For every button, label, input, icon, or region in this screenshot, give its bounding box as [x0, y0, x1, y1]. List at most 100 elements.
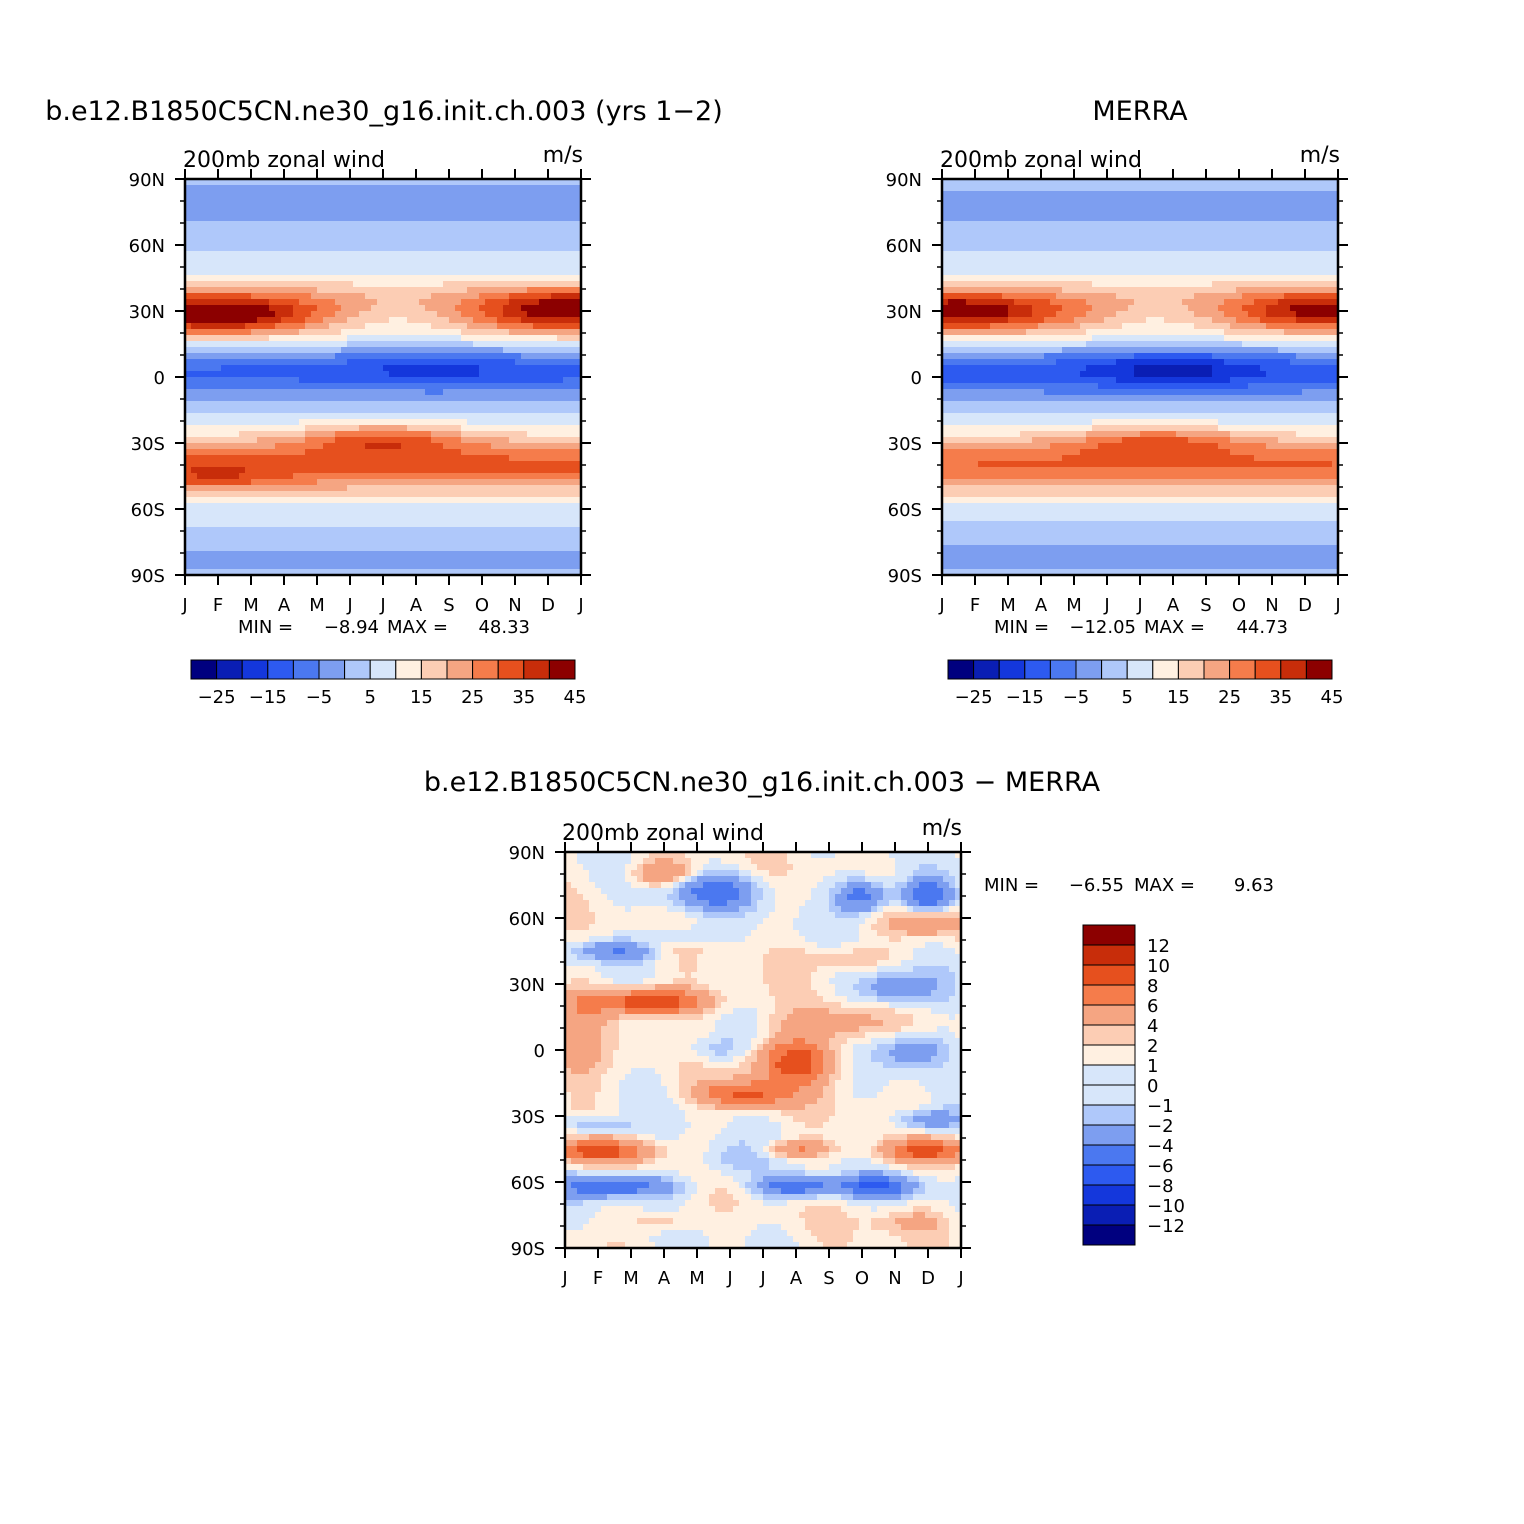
contour-cell: [515, 209, 522, 216]
contour-cell: [269, 329, 276, 336]
contour-cell: [539, 257, 546, 264]
contour-cell: [317, 251, 324, 258]
contour-cell: [479, 179, 486, 186]
contour-cell: [467, 281, 474, 288]
contour-cell: [293, 545, 300, 552]
contour-cell: [1068, 209, 1075, 216]
contour-cell: [191, 473, 198, 480]
contour-cell: [485, 257, 492, 264]
contour-cell: [263, 443, 270, 450]
contour-cell: [287, 203, 294, 210]
contour-cell: [527, 503, 534, 510]
contour-cell: [305, 455, 312, 462]
contour-cell: [1074, 185, 1081, 192]
contour-cell: [563, 227, 570, 234]
contour-cell: [557, 425, 564, 432]
contour-cell: [365, 569, 372, 575]
contour-cell: [1050, 203, 1057, 210]
contour-cell: [317, 203, 324, 210]
contour-cell: [491, 197, 498, 204]
contour-cell: [185, 311, 192, 318]
contour-cell: [263, 491, 270, 498]
contour-cell: [521, 245, 528, 252]
contour-cell: [389, 533, 396, 540]
contour-cell: [569, 347, 576, 354]
contour-cell: [419, 485, 426, 492]
contour-cell: [221, 221, 228, 228]
contour-cell: [263, 239, 270, 246]
contour-cell: [401, 209, 408, 216]
contour-cell: [227, 293, 234, 300]
contour-cell: [395, 419, 402, 426]
contour-cell: [497, 371, 504, 378]
contour-cell: [395, 563, 402, 570]
contour-cell: [1248, 185, 1255, 192]
contour-cell: [1032, 203, 1039, 210]
contour-cell: [317, 227, 324, 234]
contour-cell: [317, 359, 324, 366]
contour-cell: [389, 539, 396, 546]
contour-cell: [491, 347, 498, 354]
contour-cell: [287, 215, 294, 222]
contour-cell: [395, 545, 402, 552]
contour-cell: [1206, 221, 1213, 228]
contour-cell: [527, 509, 534, 516]
contour-cell: [269, 299, 276, 306]
contour-cell: [473, 503, 480, 510]
contour-cell: [383, 539, 390, 546]
contour-cell: [473, 509, 480, 516]
contour-cell: [215, 311, 222, 318]
contour-cell: [491, 305, 498, 312]
contour-cell: [263, 563, 270, 570]
contour-cell: [287, 359, 294, 366]
contour-cell: [335, 275, 342, 282]
contour-cell: [551, 527, 558, 534]
contour-cell: [365, 197, 372, 204]
contour-cell: [413, 569, 420, 575]
contour-cell: [425, 257, 432, 264]
contour-cell: [467, 431, 474, 438]
contour-cell: [335, 479, 342, 486]
contour-cell: [257, 269, 264, 276]
contour-cell: [1110, 215, 1117, 222]
contour-cell: [233, 557, 240, 564]
contour-cell: [413, 221, 420, 228]
contour-cell: [1188, 209, 1195, 216]
contour-cell: [557, 419, 564, 426]
colorbar-label: 15: [410, 687, 433, 708]
contour-cell: [401, 245, 408, 252]
contour-cell: [569, 545, 576, 552]
contour-cell: [275, 251, 282, 258]
contour-cell: [503, 473, 510, 480]
contour-cell: [269, 257, 276, 264]
contour-cell: [557, 527, 564, 534]
contour-cell: [575, 467, 581, 474]
contour-cell: [191, 197, 198, 204]
contour-cell: [371, 503, 378, 510]
contour-cell: [413, 377, 420, 384]
contour-cell: [563, 551, 570, 558]
contour-cell: [233, 341, 240, 348]
contour-cell: [299, 227, 306, 234]
contour-cell: [311, 401, 318, 408]
contour-cell: [191, 377, 198, 384]
contour-cell: [395, 467, 402, 474]
contour-cell: [413, 317, 420, 324]
contour-cell: [359, 329, 366, 336]
contour-cell: [359, 401, 366, 408]
contour-cell: [509, 203, 516, 210]
contour-cell: [1224, 191, 1231, 198]
contour-cell: [563, 443, 570, 450]
contour-cell: [551, 359, 558, 366]
contour-cell: [365, 269, 372, 276]
contour-cell: [515, 425, 522, 432]
contour-cell: [437, 227, 444, 234]
contour-cell: [533, 527, 540, 534]
contour-cell: [467, 503, 474, 510]
contour-cell: [293, 203, 300, 210]
contour-cell: [1032, 179, 1039, 186]
contour-cell: [503, 479, 510, 486]
contour-cell: [215, 383, 222, 390]
contour-cell: [443, 449, 450, 456]
contour-cell: [467, 563, 474, 570]
